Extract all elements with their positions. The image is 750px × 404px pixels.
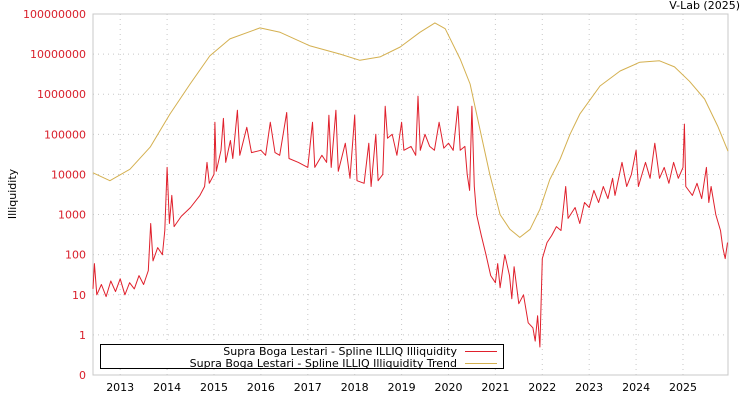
x-tick-label: 2019	[388, 381, 416, 394]
x-tick-label: 2021	[481, 381, 509, 394]
x-tick-label: 2023	[575, 381, 603, 394]
legend: Supra Boga Lestari - Spline ILLIQ Illiqu…	[100, 344, 504, 370]
series-line-illiquidity	[92, 95, 728, 348]
legend-box	[100, 344, 504, 369]
legend-label-illiquidity: Supra Boga Lestari - Spline ILLIQ Illiqu…	[223, 345, 457, 358]
x-tick-label: 2024	[622, 381, 650, 394]
y-tick-label: 1000	[58, 209, 86, 222]
legend-label-trend: Supra Boga Lestari - Spline ILLIQ Illiqu…	[190, 357, 457, 370]
x-tick-label: 2017	[294, 381, 322, 394]
y-tick-label: 100	[65, 249, 86, 262]
x-tick-label: 2013	[106, 381, 134, 394]
y-tick-label: 0	[79, 369, 86, 382]
series-line-trend	[92, 22, 729, 238]
x-tick-label: 2020	[434, 381, 462, 394]
y-tick-label: 1	[79, 329, 86, 342]
x-tick-label: 2015	[200, 381, 228, 394]
plot-area-frame	[92, 13, 729, 376]
y-axis-label: Illiquidity	[6, 168, 19, 219]
watermark: V-Lab (2025)	[669, 0, 740, 12]
y-tick-label: 10000	[51, 168, 86, 181]
x-tick-label: 2018	[341, 381, 369, 394]
y-tick-label: 10	[72, 289, 86, 302]
y-tick-label: 100000	[44, 128, 86, 141]
x-tick-label: 2025	[669, 381, 697, 394]
x-tick-label: 2016	[247, 381, 275, 394]
y-tick-label: 1000000	[37, 88, 86, 101]
x-tick-label: 2014	[153, 381, 181, 394]
y-tick-label: 10000000	[30, 48, 86, 61]
y-tick-label: 100000000	[23, 8, 86, 21]
x-tick-label: 2022	[528, 381, 556, 394]
